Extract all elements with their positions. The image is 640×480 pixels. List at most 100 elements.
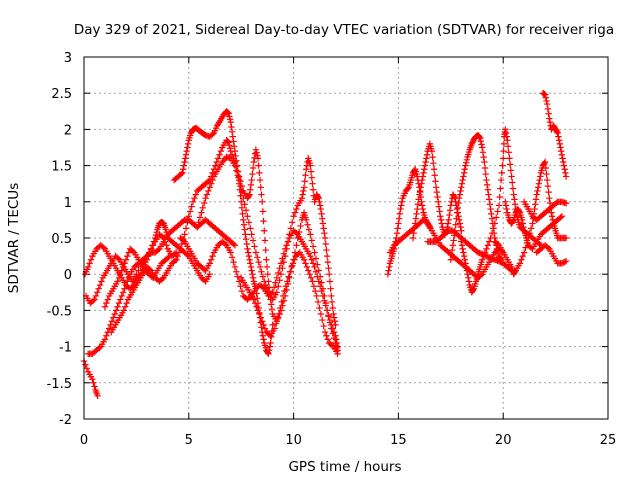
data-point bbox=[96, 281, 104, 289]
data-point bbox=[477, 138, 485, 145]
data-point bbox=[324, 258, 332, 266]
data-point bbox=[479, 144, 486, 151]
data-point bbox=[320, 225, 327, 232]
data-point bbox=[115, 299, 123, 307]
data-point bbox=[163, 242, 170, 249]
data-point bbox=[171, 257, 179, 265]
data-point bbox=[253, 303, 260, 310]
data-series-s22 bbox=[533, 242, 570, 267]
data-point bbox=[228, 254, 236, 261]
data-point bbox=[282, 252, 289, 260]
data-point bbox=[419, 205, 427, 213]
x-tick-label: 15 bbox=[390, 433, 407, 448]
data-point bbox=[226, 142, 233, 149]
data-point bbox=[509, 217, 517, 225]
data-point bbox=[333, 336, 340, 343]
data-point bbox=[504, 137, 511, 144]
data-point bbox=[499, 162, 506, 169]
data-point bbox=[173, 256, 180, 263]
data-point bbox=[452, 198, 459, 205]
data-point bbox=[433, 188, 441, 196]
data-point bbox=[221, 240, 229, 248]
data-point bbox=[511, 196, 518, 203]
data-point bbox=[507, 167, 515, 174]
data-point bbox=[498, 169, 506, 177]
data-point bbox=[321, 297, 328, 304]
data-point bbox=[307, 231, 314, 238]
data-point bbox=[458, 227, 465, 234]
data-point bbox=[487, 234, 494, 242]
data-point bbox=[532, 196, 540, 203]
data-point bbox=[493, 214, 500, 221]
data-point bbox=[395, 220, 402, 227]
data-series-s4 bbox=[84, 216, 239, 358]
data-point bbox=[546, 118, 554, 126]
data-point bbox=[309, 260, 317, 267]
data-point bbox=[314, 273, 321, 280]
data-point bbox=[255, 162, 262, 169]
data-point bbox=[302, 172, 309, 179]
data-point bbox=[186, 208, 194, 215]
data-point bbox=[119, 289, 127, 296]
data-point bbox=[193, 223, 201, 231]
y-tick-label: 2 bbox=[64, 123, 72, 138]
data-point bbox=[330, 328, 338, 336]
data-point bbox=[291, 209, 299, 216]
data-point bbox=[448, 251, 455, 259]
data-point bbox=[558, 260, 566, 267]
data-point bbox=[397, 205, 404, 213]
data-point bbox=[309, 186, 317, 193]
data-point bbox=[435, 198, 442, 205]
data-point bbox=[516, 260, 524, 267]
data-point bbox=[303, 263, 311, 271]
data-point bbox=[112, 307, 120, 314]
data-point bbox=[468, 140, 475, 148]
data-point bbox=[500, 140, 508, 148]
tick-layer: 0 5 10 15 20 25 -2 -1.5 -1 -0.5 0 0.5 1 1.5 2 2.5 3 bbox=[47, 51, 617, 448]
data-point bbox=[242, 236, 250, 243]
data-point bbox=[174, 252, 181, 260]
data-point bbox=[249, 164, 257, 172]
data-point bbox=[251, 299, 259, 307]
data-point bbox=[202, 194, 209, 202]
data-point bbox=[327, 285, 334, 292]
y-tick-label: 1.5 bbox=[51, 160, 72, 175]
data-point bbox=[504, 143, 512, 150]
data-point bbox=[230, 138, 237, 145]
data-point bbox=[224, 108, 231, 116]
data-point bbox=[165, 254, 172, 261]
data-point bbox=[247, 225, 254, 232]
data-point bbox=[180, 217, 187, 225]
data-point bbox=[518, 216, 526, 224]
data-point bbox=[333, 339, 341, 347]
data-point bbox=[462, 260, 469, 267]
chart-title: Day 329 of 2021, Sidereal Day-to-day VTE… bbox=[74, 22, 614, 38]
data-point bbox=[245, 192, 253, 199]
data-point bbox=[225, 139, 232, 146]
data-point bbox=[432, 178, 439, 185]
data-point bbox=[494, 240, 501, 248]
data-point bbox=[476, 134, 484, 142]
grid-layer bbox=[84, 57, 608, 419]
data-point bbox=[275, 269, 282, 277]
data-point bbox=[315, 194, 322, 202]
data-point bbox=[420, 169, 427, 177]
data-point bbox=[546, 115, 553, 122]
data-point bbox=[558, 151, 566, 158]
data-point bbox=[432, 184, 440, 191]
data-point bbox=[314, 298, 322, 306]
data-point bbox=[453, 209, 461, 216]
data-point bbox=[244, 245, 251, 253]
data-point bbox=[315, 267, 322, 274]
data-point bbox=[385, 267, 392, 274]
data-point bbox=[542, 94, 550, 101]
data-point bbox=[393, 229, 401, 237]
data-point bbox=[302, 260, 309, 267]
data-point bbox=[125, 274, 132, 282]
data-point bbox=[393, 234, 400, 242]
data-point bbox=[241, 226, 248, 233]
data-point bbox=[117, 271, 124, 278]
data-point bbox=[247, 260, 254, 267]
data-point bbox=[483, 176, 490, 184]
data-point bbox=[478, 141, 485, 148]
